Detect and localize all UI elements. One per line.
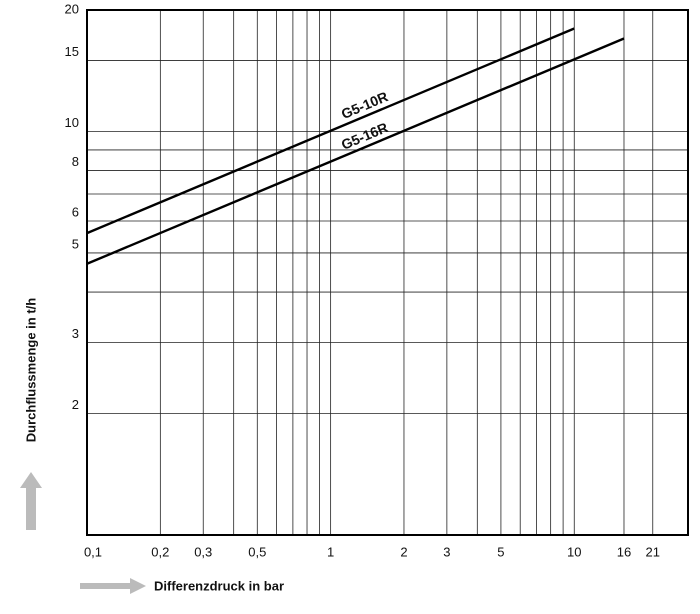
x-tick-label: 1: [327, 544, 334, 559]
y-tick-label: 20: [65, 1, 79, 16]
y-tick-label: 10: [65, 115, 79, 130]
x-arrow: [80, 578, 146, 594]
x-tick-label: 21: [646, 544, 660, 559]
x-tick-label: 3: [443, 544, 450, 559]
y-tick-label: 3: [72, 326, 79, 341]
y-tick-label: 5: [72, 236, 79, 251]
y-axis-title: Durchflussmenge in t/h: [23, 298, 38, 443]
plot-frame: [86, 9, 689, 536]
x-tick-label: 10: [567, 544, 581, 559]
y-arrow: [20, 472, 42, 530]
y-tick-label: 2: [72, 397, 79, 412]
line-series: [86, 27, 575, 235]
y-tick-label: 15: [65, 44, 79, 59]
x-tick-label: 0,5: [248, 544, 266, 559]
x-tick-label: 0,1: [84, 544, 102, 559]
y-tick-label: 8: [72, 154, 79, 169]
x-tick-label: 5: [497, 544, 504, 559]
y-tick-label: 6: [72, 204, 79, 219]
line-series: [86, 37, 625, 265]
x-tick-label: 16: [617, 544, 631, 559]
x-tick-label: 0,2: [151, 544, 169, 559]
x-tick-label: 0,3: [194, 544, 212, 559]
x-tick-label: 2: [400, 544, 407, 559]
x-axis-title: Differenzdruck in bar: [154, 578, 284, 593]
